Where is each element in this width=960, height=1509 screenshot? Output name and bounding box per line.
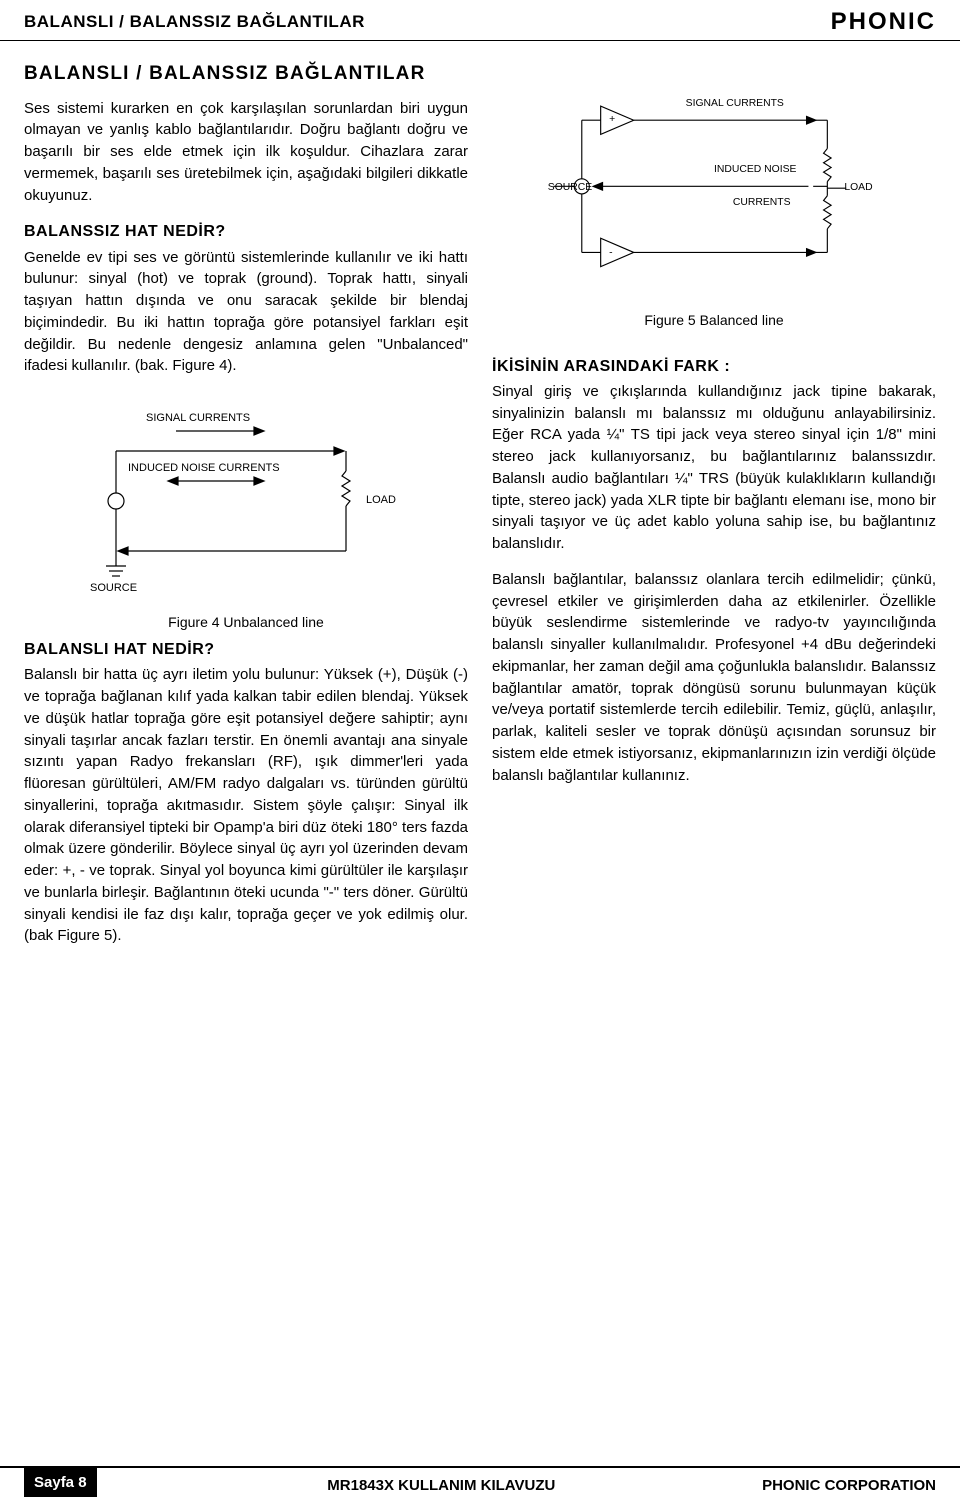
- footer-company: PHONIC CORPORATION: [762, 1471, 936, 1494]
- figure-5-caption: Figure 5 Balanced line: [492, 310, 936, 330]
- fig5-source-label: SOURCE: [548, 182, 592, 193]
- fig5-currents-label: CURRENTS: [733, 197, 791, 208]
- figure-5-balanced: + - SIGNAL CURRENTS INDUCED NOISE CURREN…: [492, 73, 936, 331]
- difference-body-1: Sinyal giriş ve çıkışlarında kullandığın…: [492, 381, 936, 555]
- difference-heading: İKİSİNİN ARASINDAKİ FARK :: [492, 355, 936, 378]
- fig5-load-label: LOAD: [844, 182, 872, 193]
- footer-page-number: Sayfa 8: [24, 1468, 97, 1497]
- fig5-plus: +: [609, 114, 615, 125]
- fig4-noise-label: INDUCED NOISE CURRENTS: [128, 462, 280, 474]
- fig4-signal-label: SIGNAL CURRENTS: [146, 412, 250, 424]
- fig4-load-label: LOAD: [366, 494, 396, 506]
- fig4-source-label: SOURCE: [90, 582, 137, 594]
- balanced-heading: BALANSLI HAT NEDİR?: [24, 638, 468, 661]
- content-area: BALANSLI / BALANSSIZ BAĞLANTILAR Ses sis…: [0, 41, 960, 1458]
- header: BALANSLI / BALANSSIZ BAĞLANTILAR PHONIC: [0, 0, 960, 41]
- figure-4-caption: Figure 4 Unbalanced line: [24, 612, 468, 632]
- unbalanced-body: Genelde ev tipi ses ve görüntü sistemler…: [24, 247, 468, 378]
- unbalanced-heading: BALANSSIZ HAT NEDİR?: [24, 220, 468, 243]
- difference-body-2: Balanslı bağlantılar, balanssız olanlara…: [492, 569, 936, 787]
- figure-4-unbalanced: SIGNAL CURRENTS INDUCED NOISE CURRENTS S…: [24, 391, 468, 632]
- fig5-noise-label: INDUCED NOISE: [714, 164, 797, 175]
- brand-logo: PHONIC: [831, 8, 936, 36]
- fig5-minus: -: [609, 247, 612, 258]
- main-title: BALANSLI / BALANSSIZ BAĞLANTILAR: [24, 61, 468, 88]
- intro-paragraph: Ses sistemi kurarken en çok karşılaşılan…: [24, 98, 468, 207]
- balanced-body: Balanslı bir hatta üç ayrı iletim yolu b…: [24, 664, 468, 947]
- footer-doc-title: MR1843X KULLANIM KILAVUZU: [121, 1471, 763, 1494]
- fig5-signal-label: SIGNAL CURRENTS: [686, 98, 784, 109]
- header-title: BALANSLI / BALANSSIZ BAĞLANTILAR: [24, 12, 365, 32]
- footer: Sayfa 8 MR1843X KULLANIM KILAVUZU PHONIC…: [0, 1466, 960, 1509]
